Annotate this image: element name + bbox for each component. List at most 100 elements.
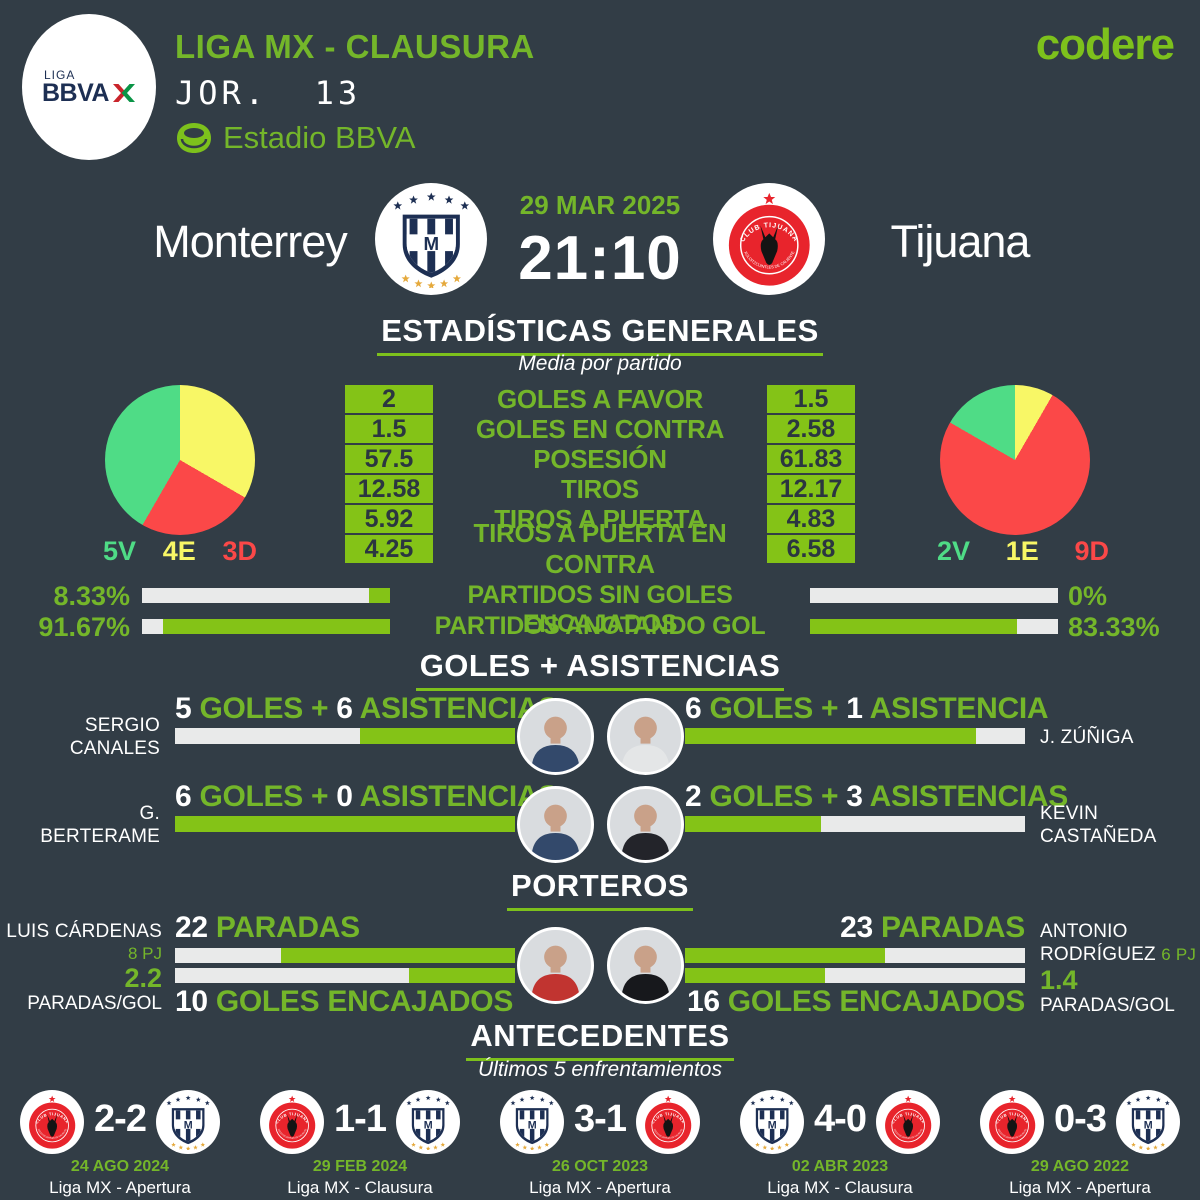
- home-saves-bar: [175, 948, 515, 963]
- assists-count: 0: [336, 780, 353, 813]
- home-goalkeeper-info: LUIS CÁRDENAS 8 PJ 2.2 PARADAS/GOL: [0, 915, 162, 1015]
- saves-label: PARADAS: [880, 911, 1025, 944]
- goals-count: 5: [175, 692, 192, 725]
- h2h-right-team-logo: [1116, 1090, 1180, 1154]
- pct-label: PARTIDOS SIN GOLES ENCAJADOS: [467, 581, 733, 638]
- table-row: 4.25 TIROS A PUERTA EN CONTRA 6.58: [345, 518, 855, 579]
- stat-label: GOLES A FAVOR: [496, 383, 704, 414]
- away-pct-bar: [810, 588, 1058, 603]
- match-date: 29 MAR 2025: [519, 190, 681, 220]
- h2h-left-team-logo: [260, 1090, 324, 1154]
- conceded-label: GOLES ENCAJADOS: [727, 985, 1026, 1018]
- table-row: 57.5 POSESIÓN 61.83: [345, 443, 855, 474]
- goals-count: 6: [685, 692, 702, 725]
- home-saves-stat: 22 PARADAS: [175, 911, 360, 945]
- home-record-pie-chart: [105, 385, 255, 535]
- home-wins: 5V: [103, 536, 137, 566]
- assists-count: 3: [846, 780, 863, 813]
- goalkeeper-games: 8 PJ: [127, 944, 162, 963]
- saves-count: 22: [175, 911, 208, 944]
- h2h-score: 0-3: [1054, 1098, 1107, 1140]
- h2h-match: 4-0 02 ABR 2023 Liga MX - Clausura: [720, 1088, 960, 1200]
- away-wins: 2V: [937, 536, 971, 566]
- stat-label: TIROS: [561, 473, 639, 504]
- home-record-legend: 5V 4E 3D: [103, 536, 257, 567]
- goals-label: GOLES +: [199, 692, 329, 725]
- h2h-score: 3-1: [574, 1098, 627, 1140]
- pct-label: PARTIDOS ANOTANDO GOL: [434, 612, 766, 640]
- h2h-date: 24 AGO 2024: [70, 1158, 170, 1175]
- h2h-left-team-logo: [980, 1090, 1044, 1154]
- away-player-name: J. ZÚÑIGA: [1040, 698, 1195, 776]
- league-title: LIGA MX - CLAUSURA: [175, 28, 535, 65]
- away-stat-value: 1.5: [767, 385, 855, 413]
- home-pct-bar: [142, 619, 390, 634]
- head-to-head-subtitle: Últimos 5 enfrentamientos: [478, 1058, 722, 1081]
- conceded-count: 10: [175, 985, 208, 1018]
- matchday: JOR. 13: [175, 74, 362, 112]
- home-player-stat: 5 GOLES + 6 ASISTENCIAS: [175, 692, 558, 726]
- h2h-date: 26 OCT 2023: [551, 1158, 649, 1175]
- h2h-match: 2-2 24 AGO 2024 Liga MX - Apertura: [0, 1088, 240, 1200]
- h2h-right-team-logo: [156, 1090, 220, 1154]
- home-goalkeeper-photo: [517, 927, 594, 1004]
- player-name-line: CASTAÑEDA: [1040, 826, 1157, 847]
- goalkeeper-name-line: RODRÍGUEZ: [1040, 944, 1156, 965]
- away-pct-bar: [810, 619, 1058, 634]
- table-row: 12.58 TIROS 12.17: [345, 473, 855, 504]
- scorers-title: GOLES + ASISTENCIAS: [415, 648, 785, 691]
- h2h-right-team-logo: [396, 1090, 460, 1154]
- goalkeepers-row: LUIS CÁRDENAS 8 PJ 2.2 PARADAS/GOL 22 PA…: [0, 911, 1200, 1020]
- home-player-bar: [175, 816, 515, 832]
- h2h-competition: Liga MX - Apertura: [49, 1178, 191, 1197]
- goalkeeper-ratio: 1.4: [1040, 965, 1078, 995]
- general-stats-title: ESTADÍSTICAS GENERALES: [377, 313, 823, 356]
- away-player-stat: 6 GOLES + 1 ASISTENCIA: [685, 692, 1049, 726]
- assists-label: ASISTENCIA: [869, 692, 1049, 725]
- home-player-stat: 6 GOLES + 0 ASISTENCIAS: [175, 780, 558, 814]
- away-saves-stat: 23 PARADAS: [685, 911, 1025, 945]
- goalkeepers-title: PORTEROS: [507, 868, 693, 911]
- away-player-bar: [685, 728, 1025, 744]
- home-stat-value: 4.25: [345, 535, 433, 563]
- player-name-line: KEVIN: [1040, 803, 1099, 824]
- goalkeeper-name: LUIS CÁRDENAS: [6, 921, 162, 942]
- goals-label: GOLES +: [709, 692, 839, 725]
- goalkeeper-ratio-label: PARADAS/GOL: [1040, 995, 1175, 1016]
- table-row: 5.92 TIROS A PUERTA 4.83: [345, 504, 855, 534]
- goalkeeper-ratio-label: PARADAS/GOL: [27, 993, 162, 1014]
- stat-label: POSESIÓN: [533, 443, 667, 474]
- away-conceded-stat: 16 GOLES ENCAJADOS: [685, 985, 1025, 1019]
- h2h-right-team-logo: [876, 1090, 940, 1154]
- stat-label: GOLES EN CONTRA: [475, 413, 725, 444]
- away-pct-value: 83.33%: [1068, 612, 1160, 642]
- general-stats-table: 2 GOLES A FAVOR 1.5 1.5 GOLES EN CONTRA …: [345, 383, 855, 579]
- goals-count: 6: [175, 780, 192, 813]
- goalkeeper-name: RODRÍGUEZ 6 PJ: [1040, 943, 1198, 966]
- away-stat-value: 12.17: [767, 475, 855, 503]
- home-player-bar: [175, 728, 515, 744]
- away-team-name: Tijuana: [890, 216, 1031, 267]
- away-saves-bar: [685, 948, 1025, 963]
- h2h-date: 02 ABR 2023: [791, 1158, 889, 1175]
- scorers-row-1: SERGIO CANALES 5 GOLES + 6 ASISTENCIAS 6…: [0, 692, 1200, 776]
- home-stat-value: 5.92: [345, 505, 433, 533]
- away-goalkeeper-info: ANTONIO RODRÍGUEZ 6 PJ 1.4 PARADAS/GOL: [1040, 915, 1198, 1017]
- table-row: 1.5 GOLES EN CONTRA 2.58: [345, 413, 855, 444]
- away-losses: 9D: [1074, 536, 1109, 566]
- match-header: Monterrey 29 MAR 2025 21:10 Tijuana: [0, 180, 1200, 310]
- h2h-match: 1-1 29 FEB 2024 Liga MX - Clausura: [240, 1088, 480, 1200]
- liga-bbva-logo-bottom: BBVA: [42, 78, 109, 107]
- home-player-photo: [517, 786, 594, 863]
- away-pct-value: 0%: [1068, 581, 1108, 611]
- codere-logo: codere: [1035, 20, 1175, 69]
- away-team-logo: [713, 183, 825, 295]
- general-stats-subtitle: Media por partido: [518, 352, 682, 375]
- h2h-left-team-logo: [20, 1090, 84, 1154]
- away-player-photo: [607, 786, 684, 863]
- home-stat-value: 57.5: [345, 445, 433, 473]
- home-pct-bar: [142, 588, 390, 603]
- h2h-right-team-logo: [636, 1090, 700, 1154]
- player-name-line: SERGIO: [84, 715, 160, 736]
